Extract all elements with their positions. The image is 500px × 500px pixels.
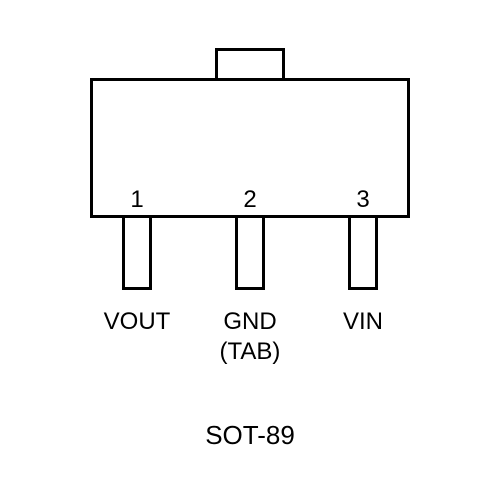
- pin-3-label: VIN: [318, 308, 408, 336]
- package-tab: [215, 48, 285, 78]
- pin-2-sublabel: (TAB): [205, 338, 295, 366]
- sot89-package-diagram: 1 2 3 VOUT GND VIN (TAB) SOT-89: [50, 40, 450, 460]
- pin-3-number: 3: [343, 186, 383, 214]
- pin-1-number: 1: [117, 186, 157, 214]
- pin-2-number: 2: [230, 186, 270, 214]
- pin-3: [348, 218, 378, 290]
- package-name-label: SOT-89: [50, 420, 450, 451]
- pin-1: [122, 218, 152, 290]
- pin-1-label: VOUT: [92, 308, 182, 336]
- pin-2-label: GND: [205, 308, 295, 336]
- pin-2: [235, 218, 265, 290]
